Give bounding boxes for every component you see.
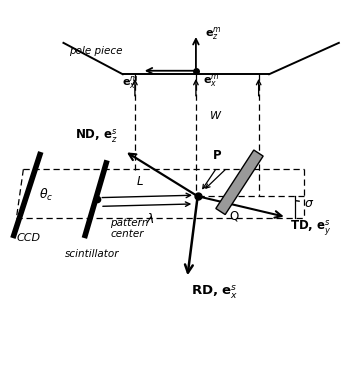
Text: $\mathbf{e}_x^m$: $\mathbf{e}_x^m$: [122, 74, 138, 91]
Text: pattern
center: pattern center: [111, 218, 149, 240]
Text: Q: Q: [229, 209, 238, 222]
Text: P: P: [212, 149, 221, 162]
Text: L: L: [137, 175, 143, 188]
Text: $\sigma$: $\sigma$: [304, 197, 314, 210]
Text: CCD: CCD: [16, 233, 41, 243]
Text: $\theta_c$: $\theta_c$: [39, 187, 54, 203]
Text: $\mathbf{e}_x^m$: $\mathbf{e}_x^m$: [203, 72, 219, 89]
Text: scintillator: scintillator: [65, 249, 119, 259]
Text: pole piece: pole piece: [69, 46, 122, 56]
Text: W: W: [210, 111, 221, 121]
Text: RD, $\mathbf{e}_x^s$: RD, $\mathbf{e}_x^s$: [191, 284, 238, 301]
Polygon shape: [216, 150, 263, 215]
Text: TD, $\mathbf{e}_y^s$: TD, $\mathbf{e}_y^s$: [290, 219, 331, 238]
Text: $\lambda$: $\lambda$: [146, 212, 155, 226]
Text: $\mathbf{e}_z^m$: $\mathbf{e}_z^m$: [205, 25, 221, 42]
Text: ND, $\mathbf{e}_z^s$: ND, $\mathbf{e}_z^s$: [75, 127, 118, 145]
